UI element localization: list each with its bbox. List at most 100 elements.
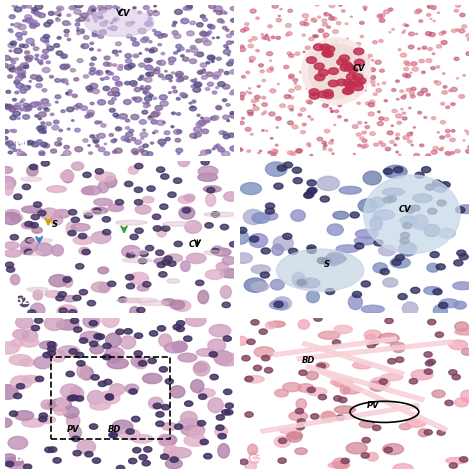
Circle shape [174, 34, 181, 38]
Circle shape [40, 63, 43, 64]
Ellipse shape [52, 245, 64, 256]
Circle shape [168, 192, 176, 198]
Circle shape [414, 154, 419, 157]
Circle shape [95, 34, 99, 36]
Circle shape [289, 95, 291, 97]
Circle shape [76, 103, 82, 108]
Circle shape [67, 14, 71, 17]
Circle shape [320, 196, 329, 202]
Circle shape [463, 74, 465, 76]
Circle shape [259, 329, 267, 334]
Circle shape [192, 100, 196, 103]
Circle shape [143, 282, 151, 287]
Circle shape [37, 75, 41, 77]
Ellipse shape [216, 353, 238, 366]
Circle shape [393, 167, 403, 173]
Circle shape [428, 319, 436, 325]
Circle shape [29, 81, 31, 82]
Circle shape [68, 230, 76, 236]
Ellipse shape [135, 205, 151, 214]
Circle shape [392, 89, 396, 91]
Circle shape [324, 71, 329, 74]
Ellipse shape [326, 253, 341, 265]
Circle shape [331, 96, 333, 98]
Circle shape [158, 60, 165, 65]
Circle shape [54, 44, 60, 47]
Circle shape [398, 49, 401, 51]
Circle shape [3, 104, 8, 107]
Ellipse shape [209, 325, 231, 337]
Circle shape [98, 49, 100, 51]
Circle shape [145, 77, 152, 82]
Circle shape [118, 64, 123, 67]
Ellipse shape [19, 359, 35, 366]
Circle shape [126, 127, 129, 129]
Circle shape [24, 85, 30, 90]
Ellipse shape [367, 453, 378, 461]
Ellipse shape [251, 282, 269, 291]
Ellipse shape [328, 462, 348, 468]
Circle shape [145, 96, 152, 101]
Circle shape [309, 92, 319, 99]
Ellipse shape [0, 342, 19, 354]
Circle shape [25, 51, 29, 54]
Circle shape [183, 336, 192, 341]
Circle shape [131, 137, 136, 141]
Circle shape [154, 130, 158, 133]
Circle shape [262, 103, 267, 107]
Ellipse shape [449, 340, 468, 350]
Circle shape [206, 72, 213, 77]
Circle shape [66, 83, 69, 85]
Text: c2: c2 [249, 296, 264, 307]
Ellipse shape [56, 320, 79, 330]
Circle shape [242, 99, 244, 100]
Circle shape [14, 393, 22, 399]
Ellipse shape [130, 307, 139, 317]
Circle shape [442, 73, 445, 74]
Circle shape [148, 116, 154, 120]
Ellipse shape [128, 166, 138, 174]
Circle shape [426, 59, 432, 63]
Circle shape [212, 116, 219, 120]
Circle shape [156, 421, 164, 427]
Circle shape [410, 72, 412, 73]
Bar [319, 369, 447, 431]
Circle shape [7, 65, 15, 70]
Circle shape [316, 77, 320, 80]
Ellipse shape [307, 291, 319, 303]
Circle shape [89, 152, 92, 155]
Circle shape [146, 102, 149, 104]
Ellipse shape [0, 167, 12, 173]
Ellipse shape [198, 290, 209, 304]
Circle shape [53, 458, 61, 463]
Circle shape [211, 212, 219, 217]
Circle shape [435, 81, 441, 85]
Circle shape [6, 142, 9, 144]
Circle shape [24, 65, 28, 69]
Ellipse shape [0, 384, 18, 399]
Circle shape [25, 221, 33, 227]
Circle shape [246, 91, 248, 92]
Ellipse shape [91, 231, 111, 244]
Circle shape [81, 13, 88, 18]
Circle shape [76, 19, 81, 22]
Circle shape [398, 293, 407, 300]
Ellipse shape [178, 353, 197, 362]
Circle shape [194, 132, 201, 137]
Circle shape [169, 62, 173, 65]
Circle shape [395, 357, 404, 363]
Circle shape [19, 143, 22, 145]
Circle shape [109, 73, 114, 75]
Ellipse shape [4, 182, 13, 195]
Circle shape [248, 92, 252, 94]
Circle shape [27, 86, 31, 88]
Circle shape [294, 83, 297, 84]
Circle shape [135, 200, 143, 205]
Circle shape [87, 301, 96, 306]
Circle shape [211, 117, 217, 120]
Circle shape [226, 47, 228, 49]
Circle shape [226, 104, 230, 106]
Ellipse shape [287, 432, 302, 442]
Ellipse shape [105, 347, 124, 359]
Bar [260, 403, 419, 433]
